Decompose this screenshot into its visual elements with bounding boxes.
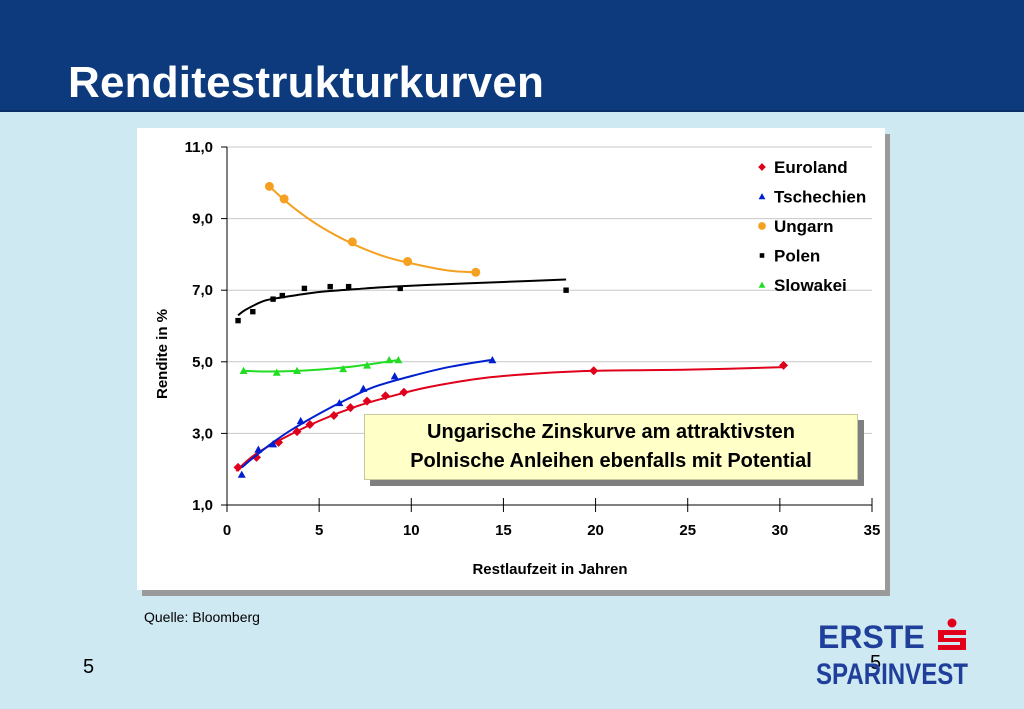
- data-point-euroland: [362, 396, 372, 406]
- data-point-euroland: [292, 427, 302, 437]
- y-tick-label: 5,0: [192, 354, 213, 371]
- series-slowakei: [239, 356, 403, 376]
- data-point-tschechien: [390, 372, 399, 380]
- legend-label: Tschechien: [774, 188, 866, 207]
- logo-text-erste: ERSTE: [818, 619, 925, 655]
- data-point-slowakei: [339, 364, 348, 373]
- trendline-tschechien: [241, 359, 491, 469]
- data-point-ungarn: [279, 194, 289, 204]
- chart-panel: 1,0 3,0 5,0 7,0 9,0 11,0 0 5 10 15 20 25 30 35 Eurola…: [137, 128, 885, 590]
- page-title: Renditestrukturkurven: [68, 58, 545, 107]
- legend-item-ungarn: Ungarn: [758, 217, 834, 236]
- yield-curve-chart: 1,0 3,0 5,0 7,0 9,0 11,0 0 5 10 15 20 25 30 35 Eurola…: [154, 139, 881, 578]
- legend-label: Polen: [774, 247, 820, 266]
- x-axis-label: Restlaufzeit in Jahren: [472, 561, 627, 578]
- data-point-tschechien: [254, 445, 263, 453]
- data-point-tschechien: [488, 356, 497, 364]
- x-tick-label: 30: [772, 522, 789, 539]
- data-point-ungarn: [403, 257, 413, 267]
- callout-box: Ungarische Zinskurve am attraktivsten Po…: [364, 414, 858, 480]
- trendline-ungarn: [268, 185, 476, 274]
- data-point-slowakei: [293, 366, 302, 374]
- data-point-euroland: [399, 387, 409, 397]
- data-point-tschechien: [237, 470, 246, 478]
- data-point-euroland: [233, 462, 243, 472]
- data-point-ungarn: [264, 181, 274, 191]
- erste-sparinvest-logo: ERSTE SPARINVEST: [816, 618, 968, 688]
- legend-item-polen: Polen: [759, 247, 820, 266]
- data-point-polen: [345, 283, 352, 290]
- data-point-tschechien: [335, 398, 344, 407]
- legend-item-tschechien: Tschechien: [758, 188, 866, 207]
- y-tick-label: 7,0: [192, 282, 213, 299]
- data-point-slowakei: [272, 368, 281, 376]
- data-point-polen: [250, 308, 256, 315]
- data-point-slowakei: [385, 356, 394, 364]
- callout-line-1: Ungarische Zinskurve am attraktivsten: [427, 421, 795, 443]
- x-tick-label: 0: [223, 522, 231, 539]
- x-tick-label: 35: [864, 522, 881, 539]
- data-point-polen: [563, 287, 569, 293]
- data-point-slowakei: [239, 366, 248, 374]
- x-tick-label: 15: [495, 522, 512, 539]
- data-point-euroland: [380, 391, 390, 401]
- legend-label: Ungarn: [774, 217, 834, 236]
- data-point-polen: [235, 317, 241, 324]
- legend-item-slowakei: Slowakei: [758, 276, 847, 295]
- y-tick-label: 11,0: [185, 139, 213, 156]
- data-point-polen: [270, 296, 276, 302]
- series-layer: [233, 181, 789, 478]
- y-tick-label: 1,0: [192, 497, 213, 514]
- data-point-polen: [397, 285, 403, 292]
- data-point-polen: [301, 285, 308, 292]
- trendline-polen: [237, 278, 567, 317]
- x-tick-label: 5: [315, 522, 323, 539]
- data-point-ungarn: [347, 237, 357, 247]
- axes-layer: 1,0 3,0 5,0 7,0 9,0 11,0 0 5 10 15 20 25 30 35: [185, 139, 881, 539]
- data-point-euroland: [305, 419, 315, 429]
- series-polen: [235, 278, 569, 324]
- data-point-slowakei: [394, 356, 403, 364]
- legend-item-euroland: Euroland: [758, 158, 848, 177]
- legend-marker: [758, 281, 766, 288]
- data-point-polen: [279, 292, 285, 299]
- data-point-slowakei: [363, 361, 372, 369]
- legend-label: Slowakei: [774, 276, 847, 295]
- series-ungarn: [264, 181, 481, 277]
- page-number-overlay: 5: [870, 652, 882, 674]
- data-point-euroland: [345, 403, 355, 413]
- legend-marker: [759, 253, 765, 258]
- data-point-euroland: [251, 452, 261, 462]
- source-note: Quelle: Bloomberg: [144, 609, 260, 625]
- sparkasse-s-icon: [938, 618, 966, 650]
- page-number: 5: [83, 656, 95, 678]
- logo-text-sparinvest: SPARINVEST: [816, 658, 968, 688]
- data-point-tschechien: [296, 416, 305, 425]
- trendline-slowakei: [241, 359, 399, 373]
- data-point-tschechien: [269, 440, 278, 448]
- data-point-euroland: [589, 366, 599, 376]
- callout-line-2: Polnische Anleihen ebenfalls mit Potenti…: [410, 450, 812, 472]
- legend-label: Euroland: [774, 158, 848, 177]
- x-tick-label: 20: [587, 522, 604, 539]
- x-tick-label: 25: [679, 522, 696, 539]
- legend-marker: [758, 193, 766, 200]
- trendline-euroland: [235, 366, 784, 472]
- legend-marker: [758, 222, 766, 230]
- legend-marker: [758, 163, 766, 171]
- legend: Euroland Tschechien Ungarn Polen Slowakei: [758, 158, 866, 295]
- x-tick-label: 10: [403, 522, 420, 539]
- series-tschechien: [237, 356, 497, 478]
- data-point-tschechien: [359, 384, 368, 392]
- data-point-euroland: [329, 411, 339, 420]
- y-tick-label: 3,0: [192, 425, 213, 442]
- data-point-euroland: [779, 360, 789, 370]
- data-point-ungarn: [471, 267, 481, 277]
- y-axis-label: Rendite in %: [154, 309, 171, 399]
- y-tick-label: 9,0: [192, 211, 213, 228]
- data-point-polen: [327, 283, 333, 290]
- header-bar: Renditestrukturkurven: [0, 0, 1024, 112]
